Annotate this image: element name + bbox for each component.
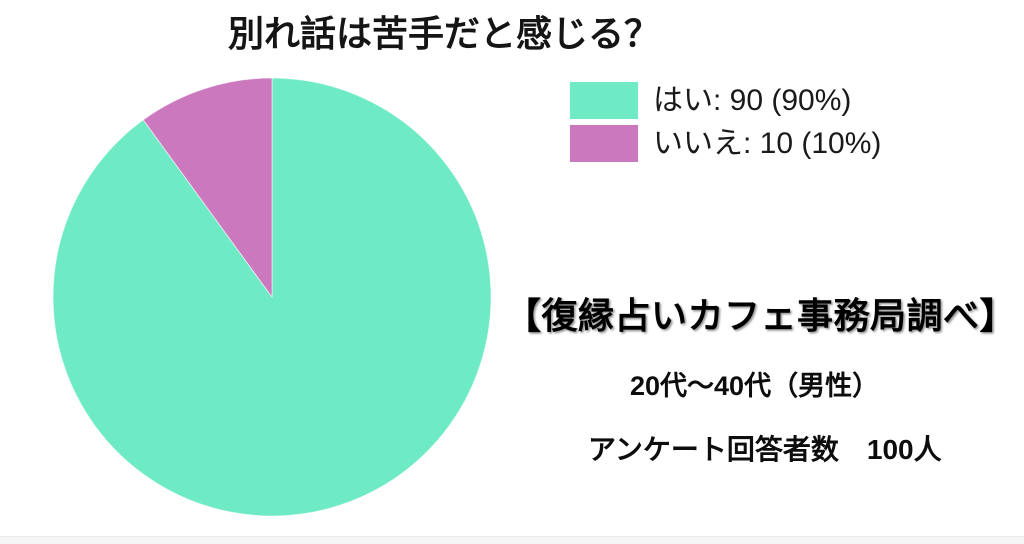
- pie-slice-いいえ: [142, 77, 273, 298]
- legend-item-no: いいえ: 10 (10%): [570, 125, 881, 162]
- respondent-count: アンケート回答者数 100人: [588, 434, 942, 465]
- page-bottom-edge: [0, 536, 1024, 544]
- audience-note: 20代〜40代（男性）: [630, 371, 880, 401]
- legend-label-yes: はい: 90 (90%): [653, 84, 852, 117]
- legend-swatch-no: [570, 125, 638, 162]
- pie-chart: [52, 77, 492, 517]
- chart-title: 別れ話は苦手だと感じる？: [228, 13, 661, 54]
- legend-swatch-yes: [570, 82, 638, 119]
- legend-label-no: いいえ: 10 (10%): [653, 127, 882, 160]
- source-credit: 【復縁占いカフェ事務局調べ】: [505, 295, 1017, 336]
- legend-item-yes: はい: 90 (90%): [570, 82, 881, 119]
- chart-legend: はい: 90 (90%) いいえ: 10 (10%): [570, 82, 881, 162]
